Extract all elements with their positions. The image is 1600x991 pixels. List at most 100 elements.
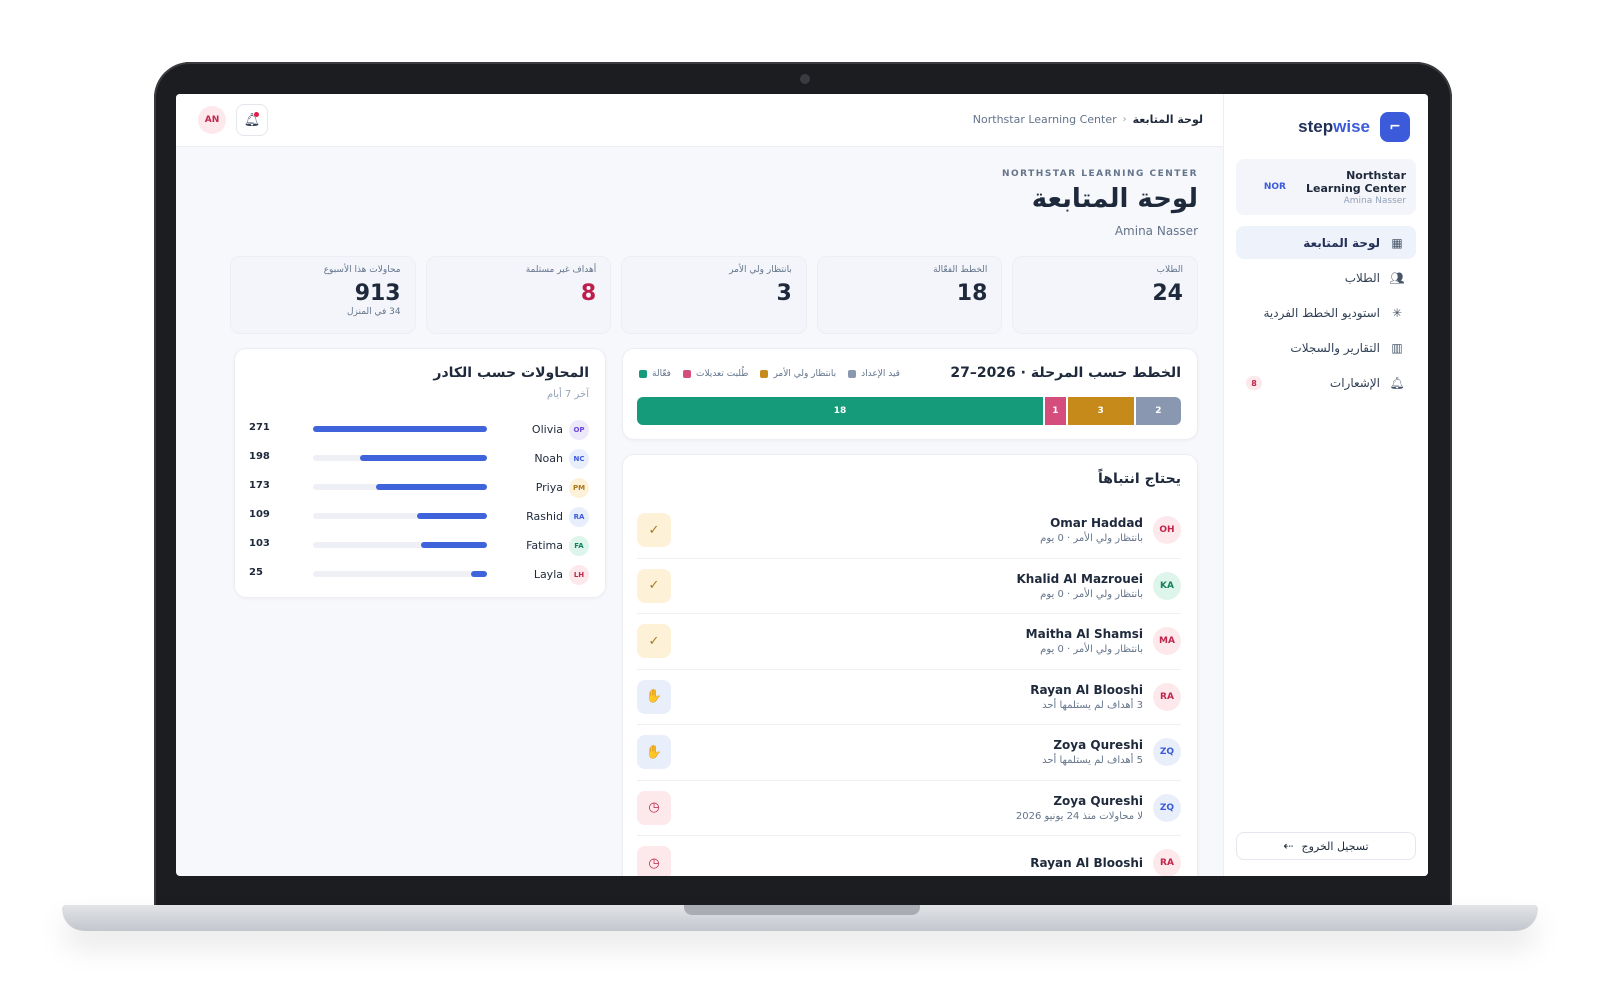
attempts-by-staff-card: المحاولات حسب الكادر آخر 7 أيام OP Olivia… — [234, 348, 606, 598]
attention-reason: بانتظار ولي الأمر · 0 يوم — [1040, 533, 1143, 545]
user-avatar[interactable]: AN — [198, 106, 226, 134]
staff-name: Rashid — [526, 510, 563, 523]
attention-row[interactable]: ZQ Zoya Qureshi لا محاولات منذ 24 يونيو 20… — [637, 781, 1181, 836]
sidebar-item-label: استوديو الخطط الفردية — [1263, 305, 1381, 320]
hand-icon: ✋ — [645, 744, 663, 760]
users-icon: 👥︎ — [1389, 270, 1405, 285]
student-name[interactable]: Rayan Al Blooshi — [1030, 856, 1143, 871]
plans-bar-segment[interactable]: 3 — [1067, 397, 1136, 425]
stat-value: 8 — [580, 281, 597, 306]
clock-action-button[interactable]: ◷ — [637, 790, 671, 825]
sidebar-item-label: الإشعارات — [1329, 375, 1380, 390]
staff-bar — [313, 426, 487, 432]
attention-reason: 5 أهداف لم يستلمها أحد — [1042, 755, 1143, 767]
stat-card-1: الطلاب 24 — [1012, 256, 1198, 334]
staff-name: Layla — [533, 568, 563, 581]
bar-chart-icon: ▥ — [1391, 340, 1403, 355]
staff-row[interactable]: FA Fatima 103 — [249, 531, 589, 560]
staff-title: المحاولات حسب الكادر — [433, 365, 589, 381]
page-title: لوحة المتابعة — [1031, 184, 1198, 214]
check-action-button[interactable]: ✓ — [637, 624, 671, 658]
hand-icon: ✋ — [645, 689, 663, 704]
clock-action-button[interactable]: ◷ — [637, 846, 671, 876]
attention-text: Rayan Al Blooshi 3 أهداف لم يستلمها أحد — [1030, 683, 1143, 711]
stat-value: 3 — [776, 281, 792, 306]
plans-bar-segment[interactable]: 18 — [637, 397, 1045, 425]
stat-label: محاولات هذا الأسبوع — [323, 265, 401, 275]
staff-row[interactable]: PM Priya 173 — [249, 473, 589, 502]
stat-value: 24 — [1152, 281, 1183, 306]
brand[interactable]: ⌐ stepwise — [1298, 112, 1410, 142]
stat-value: 18 — [956, 281, 988, 306]
notification-dot — [254, 112, 259, 117]
staff-row[interactable]: OP Olivia 271 — [249, 415, 589, 444]
notifications-count-badge: 8 — [1246, 376, 1262, 390]
sidebar-item-label: الطلاب — [1344, 270, 1380, 285]
attention-row[interactable]: KA Khalid Al Mazrouei بانتظار ولي الأمر · … — [637, 559, 1181, 614]
staff-row[interactable]: NC Noah 198 — [249, 444, 589, 473]
org-switcher[interactable]: Northstar Learning Center Amina Nasser N… — [1236, 159, 1416, 215]
staff-name: Fatima — [526, 539, 563, 552]
sidebar-item-1[interactable]: ▦ لوحة المتابعة — [1236, 226, 1416, 259]
sidebar: ⌐ stepwise Northstar Learning Center Ami… — [1223, 94, 1428, 876]
student-name[interactable]: Zoya Qureshi — [1053, 793, 1143, 808]
student-name[interactable]: Maitha Al Shamsi — [1025, 627, 1143, 642]
attention-row[interactable]: RA Rayan Al Blooshi ◷ — [637, 836, 1181, 876]
sidebar-item-3[interactable]: ✳ استوديو الخطط الفردية — [1236, 296, 1416, 329]
staff-bar-track — [313, 542, 487, 548]
attention-text: Rayan Al Blooshi — [1030, 856, 1143, 870]
staff-bar-track — [313, 426, 487, 432]
legend-item: بانتظار ولي الأمر — [760, 369, 836, 379]
staff-row[interactable]: LH Layla 25 — [249, 560, 589, 589]
org-user: Amina Nasser — [1343, 195, 1406, 206]
attention-text: Khalid Al Mazrouei بانتظار ولي الأمر · 0 … — [1017, 572, 1144, 600]
notifications-button[interactable]: 🔔︎ — [236, 104, 268, 136]
attention-row[interactable]: MA Maitha Al Shamsi بانتظار ولي الأمر · 0 … — [637, 614, 1181, 670]
check-action-button[interactable]: ✓ — [637, 568, 671, 603]
student-name[interactable]: Rayan Al Blooshi — [1030, 682, 1143, 697]
staff-avatar: NC — [569, 448, 589, 469]
stat-label: بانتظار ولي الأمر — [729, 265, 792, 275]
plans-stacked-bar: 18 1 3 2 — [637, 397, 1181, 425]
breadcrumb: لوحة المتابعة ‹ Northstar Learning Cente… — [973, 113, 1203, 126]
needs-attention-card: يحتاج انتباهاً OH Omar Haddad بانتظار ولي … — [622, 454, 1198, 876]
plans-bar-segment[interactable]: 1 — [1045, 397, 1068, 425]
stats-row: الطلاب 24 الخطط الفعّالة 18 بانتظار ولي الأم… — [230, 256, 1198, 334]
student-avatar: MA — [1153, 627, 1181, 656]
org-abbr: NOR — [1263, 182, 1286, 192]
org-name: Northstar Learning Center — [1306, 168, 1406, 195]
stat-card-4: أهداف غير مستلمة 8 — [425, 256, 612, 334]
staff-avatar: OP — [569, 419, 589, 440]
hand-action-button[interactable]: ✋ — [637, 679, 671, 714]
staff-bar — [417, 513, 487, 519]
attention-reason: 3 أهداف لم يستلمها أحد — [1042, 699, 1143, 711]
check-action-button[interactable]: ✓ — [637, 513, 671, 547]
attention-row[interactable]: ZQ Zoya Qureshi 5 أهداف لم يستلمها أحد ✋ — [637, 725, 1181, 781]
hand-action-button[interactable]: ✋ — [637, 735, 671, 769]
sidebar-item-2[interactable]: 👥︎ الطلاب — [1236, 261, 1416, 294]
plans-bar-segment[interactable]: 2 — [1135, 397, 1181, 425]
sparkle-icon: ✳ — [1391, 305, 1403, 320]
legend-item: فعّالة — [639, 369, 671, 379]
staff-name: Priya — [535, 481, 563, 494]
logout-button[interactable]: تسجيل الخروج ⇠ — [1236, 832, 1416, 860]
attention-row[interactable]: OH Omar Haddad بانتظار ولي الأمر · 0 يوم ✓ — [637, 503, 1181, 559]
legend-swatch — [760, 370, 769, 378]
app-screen: ⌐ stepwise Northstar Learning Center Ami… — [176, 94, 1428, 876]
student-name[interactable]: Omar Haddad — [1050, 516, 1143, 531]
staff-value: 198 — [249, 451, 270, 462]
staff-value: 25 — [249, 567, 263, 578]
staff-row[interactable]: RA Rashid 109 — [249, 502, 589, 531]
legend-swatch — [682, 370, 691, 378]
breadcrumb-org[interactable]: Northstar Learning Center — [972, 113, 1117, 126]
legend-label: طُلبت تعديلات — [695, 369, 749, 379]
student-name[interactable]: Zoya Qureshi — [1053, 738, 1143, 753]
attention-row[interactable]: RA Rayan Al Blooshi 3 أهداف لم يستلمها أحد… — [637, 670, 1181, 725]
sidebar-item-4[interactable]: ▥ التقارير والسجلات — [1236, 331, 1416, 364]
sidebar-item-5[interactable]: 🔔︎ الإشعارات 8 — [1236, 366, 1416, 399]
student-name[interactable]: Khalid Al Mazrouei — [1016, 571, 1144, 586]
plans-by-stage-card: الخطط حسب المرحلة · 2026–27 قيد الإعداد ب… — [622, 348, 1198, 440]
attention-reason: بانتظار ولي الأمر · 0 يوم — [1040, 644, 1143, 656]
stat-label: الطلاب — [1156, 265, 1183, 275]
attention-text: Zoya Qureshi 5 أهداف لم يستلمها أحد — [1042, 738, 1143, 766]
